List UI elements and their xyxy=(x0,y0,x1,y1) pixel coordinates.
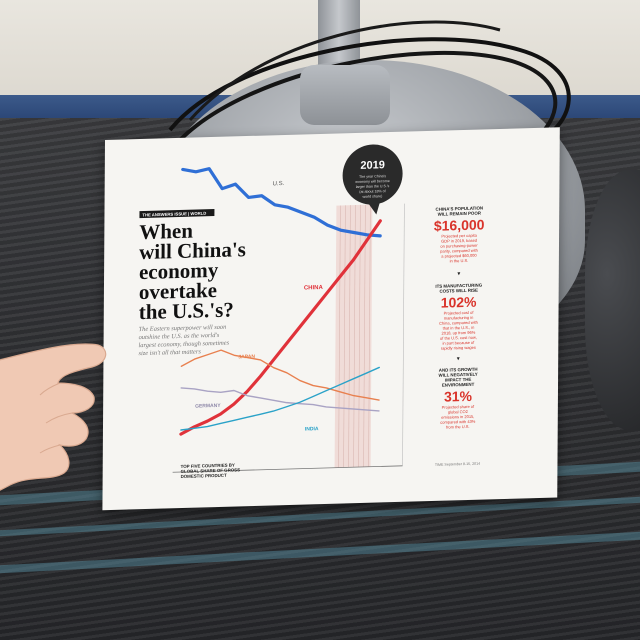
lamp-cap xyxy=(300,65,390,125)
series-line-japan xyxy=(180,349,380,401)
callout-text-5: world share) xyxy=(363,194,383,199)
dek-line-2: outshine the U.S. as the world's xyxy=(139,332,220,341)
sidebar-body-2-2: manufacturing in xyxy=(444,315,474,321)
series-label-germany: GERMANY xyxy=(195,403,221,410)
dark-bin xyxy=(585,170,640,430)
sidebar-body-3-1: Projected share of xyxy=(442,404,475,410)
sidebar-body-2-4: that in the U.S., in xyxy=(443,325,475,331)
sidebar-body-2-7: in part because of xyxy=(442,340,475,346)
chart-lines xyxy=(179,167,382,436)
sidebar-item: AND ITS GROWTH WILL NEGATIVELY IMPACT TH… xyxy=(439,367,478,430)
hand xyxy=(0,343,107,491)
series-label-india: INDIA xyxy=(305,426,319,432)
sidebar-heading-3d: ENVIRONMENT xyxy=(442,382,475,388)
chart-caption-line-2: GLOBAL SHARE OF GROSS xyxy=(181,467,241,474)
sidebar-body-3-4: compared with 43% xyxy=(440,419,476,425)
sidebar-arrow-1: ▼ xyxy=(456,271,461,277)
sidebar-heading-3a: AND ITS GROWTH xyxy=(439,367,478,373)
issue-footer: TIME September 8-15, 2014 xyxy=(435,462,480,467)
sidebar-heading-2a: ITS MANUFACTURING xyxy=(435,283,482,289)
series-label-us: U.S. xyxy=(273,181,285,187)
sidebar-stat-3: 31% xyxy=(444,388,473,405)
callout-bubble: 2019 The year China's economy will becom… xyxy=(342,144,403,215)
sidebar-body-3-5: from the U.S. xyxy=(446,424,470,430)
sidebar-body-1-5: a projected $60,000 xyxy=(441,253,477,259)
sidebar-body-2-1: Projected cost of xyxy=(444,310,475,316)
sidebar-body-2-3: China, compared with xyxy=(439,320,478,326)
callout-text-3: larger than the U.S.'s xyxy=(356,184,390,189)
sidebar-body-2-6: of the U.S. cost now, xyxy=(440,335,477,341)
sidebar-body-1-2: GDP in 2019, based xyxy=(441,238,477,244)
series-label-china: CHINA xyxy=(304,285,324,292)
sidebar-heading-1a: CHINA'S POPULATION xyxy=(436,205,484,211)
headline-line-5: the U.S.'s? xyxy=(139,297,234,324)
sidebar-item: ITS MANUFACTURING COSTS WILL RISE 102% P… xyxy=(435,283,482,363)
headline-line-2: will China's xyxy=(139,237,246,264)
sidebar-heading-2b: COSTS WILL RISE xyxy=(440,288,479,294)
chart-caption: TOP FIVE COUNTRIES BY GLOBAL SHARE OF GR… xyxy=(181,462,241,479)
sidebar-item: CHINA'S POPULATION WILL REMAIN POOR $16,… xyxy=(434,205,485,277)
headline: When will China's economy overtake the U… xyxy=(139,219,246,325)
series-line-china xyxy=(179,219,382,436)
sidebar-body-1-4: parity, compared with xyxy=(440,248,478,254)
dek-line-4: size isn't all that matters xyxy=(138,348,201,357)
sidebar: CHINA'S POPULATION WILL REMAIN POOR $16,… xyxy=(434,205,485,467)
sidebar-body-3-2: global CO2 xyxy=(448,409,469,415)
magazine-page: 2019 The year China's economy will becom… xyxy=(102,127,560,511)
callout-text-2: economy will become xyxy=(355,179,389,184)
callout-text-4: (at about 18% of xyxy=(359,189,385,194)
sidebar-heading-3b: WILL NEGATIVELY xyxy=(439,372,478,378)
sidebar-body-2-8: rapidly rising wages xyxy=(441,345,476,351)
dek-line-3: largest economy, though sometimes xyxy=(139,340,230,350)
projection-band-hatch xyxy=(338,204,371,468)
series-line-us xyxy=(181,167,382,238)
sidebar-heading-3c: IMPACT THE xyxy=(445,377,472,383)
sidebar-heading-1b: WILL REMAIN POOR xyxy=(438,211,482,217)
series-label-japan: JAPAN xyxy=(238,354,255,360)
chart-caption-line-3: DOMESTIC PRODUCT xyxy=(181,473,227,479)
sidebar-body-1-6: in the U.S. xyxy=(450,258,469,264)
sidebar-stat-1: $16,000 xyxy=(434,216,485,233)
sidebar-stat-2: 102% xyxy=(441,294,477,311)
dek: The Eastern superpower will soon outshin… xyxy=(138,324,230,357)
headline-line-3: economy xyxy=(139,258,219,284)
headline-line-4: overtake xyxy=(139,278,217,304)
sidebar-body-2-5: 2018, up from 96% xyxy=(442,330,476,336)
sidebar-body-3-3: emissions in 2015, xyxy=(441,414,474,420)
chart-caption-line-1: TOP FIVE COUNTRIES BY xyxy=(181,462,235,469)
callout-text-1: The year China's xyxy=(359,174,386,179)
series-line-germany xyxy=(180,387,380,412)
headline-line-1: When xyxy=(139,219,193,245)
magazine-page-art: 2019 The year China's economy will becom… xyxy=(138,144,485,479)
x-axis xyxy=(172,465,403,473)
kicker-bar xyxy=(139,208,215,219)
dek-line-1: The Eastern superpower will soon xyxy=(139,324,227,333)
y-axis xyxy=(402,203,405,466)
sidebar-body-1-3: on purchasing-power xyxy=(440,243,478,249)
callout-year: 2019 xyxy=(360,159,385,172)
series-line-india xyxy=(180,366,380,431)
sidebar-arrow-2: ▼ xyxy=(456,356,461,362)
kicker: THE ANSWERS ISSUE | WORLD xyxy=(142,211,206,218)
sidebar-body-1-1: Projected per capita xyxy=(441,233,477,239)
